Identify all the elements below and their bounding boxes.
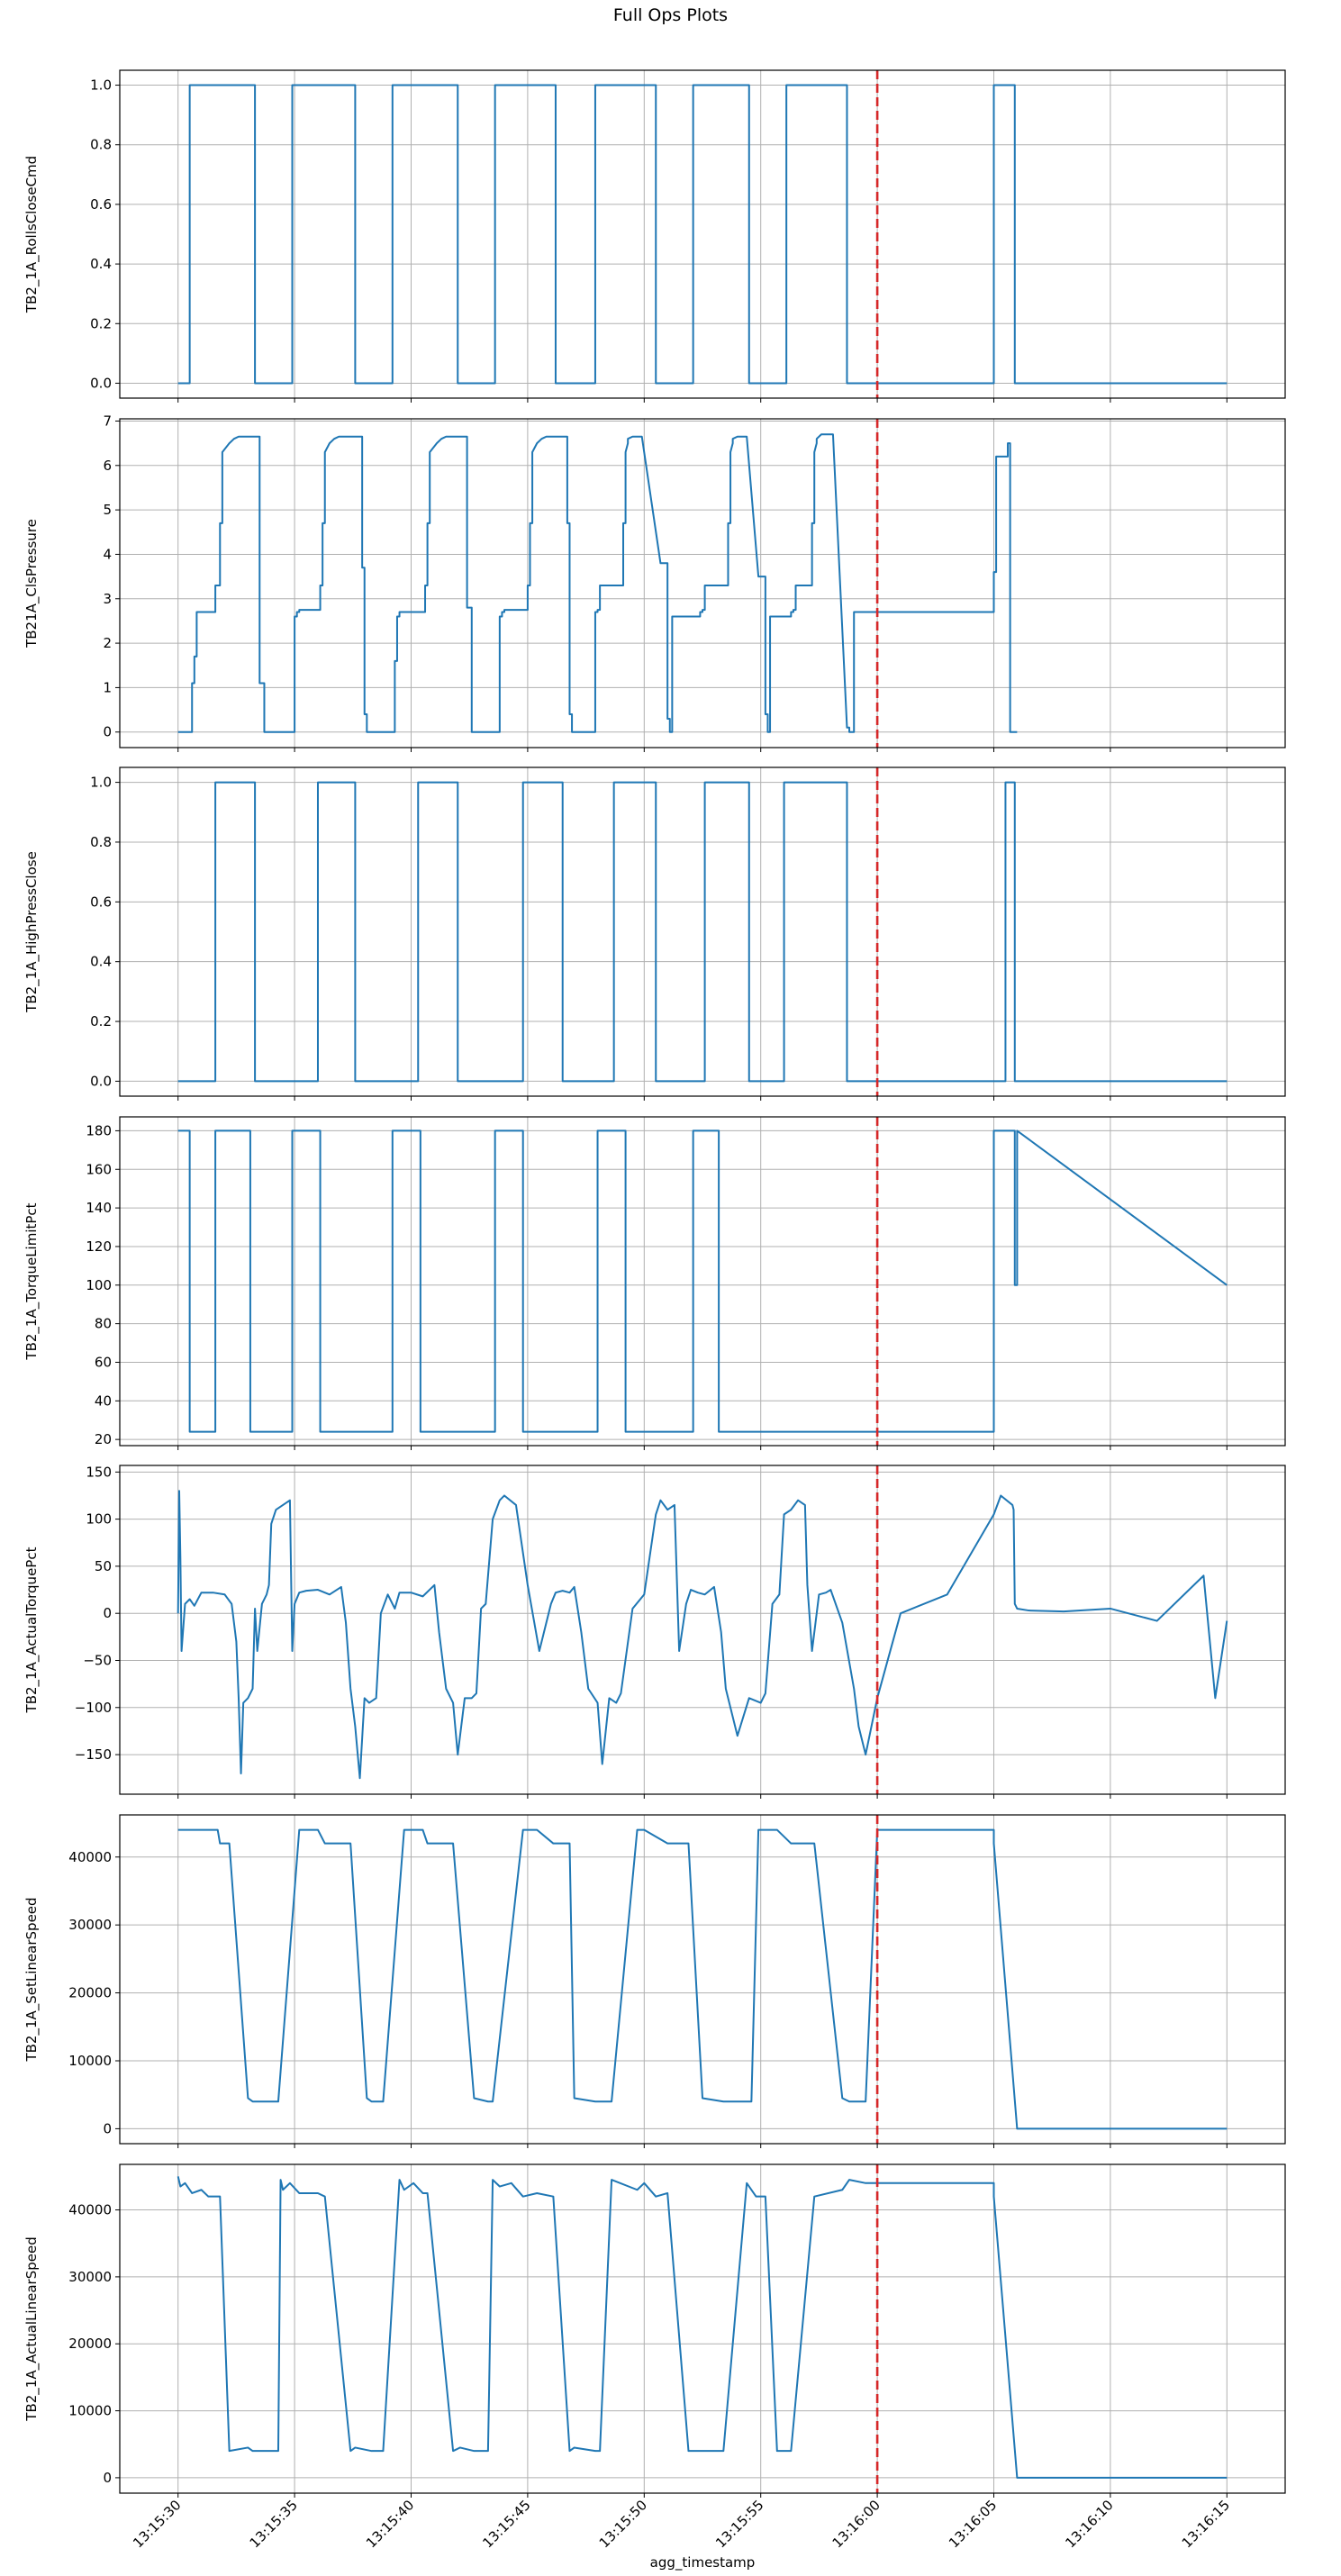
y-tick-label: 40000: [68, 1849, 112, 1865]
y-tick-label: −100: [75, 1700, 112, 1716]
y-tick-label: −50: [83, 1652, 112, 1668]
y-tick-label: 0: [103, 2120, 112, 2136]
y-tick-label: 0.2: [90, 1013, 112, 1029]
y-tick-label: 100: [86, 1277, 112, 1293]
y-tick-label: 5: [103, 502, 112, 518]
y-axis-label: TB2_1A_RollsCloseCmd: [23, 156, 41, 313]
series-line: [177, 781, 1228, 1083]
x-axis-label: agg_timestamp: [650, 2554, 756, 2571]
figure-title: Full Ops Plots: [612, 5, 729, 25]
y-tick-label: 7: [103, 413, 112, 429]
y-tick-label: 30000: [68, 2269, 112, 2285]
y-axis-label: TB2_1A_TorqueLimitPct: [23, 1202, 41, 1360]
axes-frame: [119, 418, 1286, 748]
y-tick-label: 160: [86, 1161, 112, 1177]
subplot-5: −150 −100 −50 0 50 100 150 TB2_1A_ActualTorqueP…: [23, 1464, 1286, 1799]
y-tick-label: 0: [103, 1605, 112, 1621]
axes-frame: [119, 1465, 1286, 1795]
series-line: [177, 433, 1018, 733]
y-tick-label: 1: [103, 679, 112, 695]
y-tick-label: 0.2: [90, 315, 112, 331]
y-axis-label: TB2_1A_ActualLinearSpeed: [23, 2236, 41, 2421]
axes-frame: [119, 69, 1286, 399]
x-tick-label: 13:15:45: [479, 2497, 533, 2551]
y-tick-label: 0.6: [90, 196, 112, 213]
y-tick-label: 0.4: [90, 256, 112, 272]
y-tick-label: 180: [86, 1122, 112, 1138]
series-line: [177, 1129, 1228, 1433]
y-tick-label: 80: [95, 1316, 112, 1332]
y-tick-label: 1.0: [90, 77, 112, 94]
subplot-3: 0.0 0.2 0.4 0.6 0.8 1.0 TB2_1A_HighPressClose: [23, 766, 1286, 1101]
subplot-7: 0 10000 20000 30000 40000 TB2_1A_ActualLinear…: [23, 2163, 1286, 2498]
y-tick-label: 0.6: [90, 893, 112, 910]
subplot-2: 0 1 2 3 4 5 6 7 TB21A_ClsPressure: [23, 413, 1286, 752]
x-tick-label: 13:15:30: [130, 2497, 184, 2551]
subplot-1: 0.0 0.2 0.4 0.6 0.8 1.0 TB2_1A_RollsCloseCmd: [23, 69, 1286, 403]
y-tick-label: 40: [95, 1392, 112, 1409]
y-axis-label: TB2_1A_ActualTorquePct: [23, 1547, 41, 1713]
y-tick-label: 0.0: [90, 1073, 112, 1089]
y-tick-label: 50: [95, 1558, 112, 1574]
y-tick-label: 120: [86, 1238, 112, 1255]
y-tick-label: 2: [103, 635, 112, 651]
subplot-6: 0 10000 20000 30000 40000 TB2_1A_SetLinearSpe…: [23, 1814, 1286, 2148]
x-tick-label: 13:16:00: [829, 2497, 883, 2551]
y-tick-label: 40000: [68, 2202, 112, 2218]
y-tick-label: 1.0: [90, 775, 112, 791]
y-tick-label: 4: [103, 546, 112, 562]
y-tick-label: 0: [103, 724, 112, 740]
y-tick-label: 100: [86, 1511, 112, 1528]
x-tick-label: 13:15:55: [712, 2497, 766, 2551]
y-tick-label: 60: [95, 1354, 112, 1370]
y-tick-label: 10000: [68, 2053, 112, 2069]
subplot-4: 20 40 60 80 100 120 140 160 180 TB2_1A_TorqueLimi…: [23, 1116, 1286, 1450]
axes-frame: [119, 766, 1286, 1097]
y-tick-label: 0.0: [90, 375, 112, 391]
y-tick-label: 10000: [68, 2403, 112, 2419]
axes-frame: [119, 2163, 1286, 2494]
y-tick-label: 20000: [68, 2336, 112, 2352]
y-tick-label: 20000: [68, 1985, 112, 2001]
y-tick-label: 140: [86, 1200, 112, 1216]
x-tick-label: 13:16:05: [946, 2497, 1000, 2551]
x-tick-label: 13:15:40: [363, 2497, 417, 2551]
axes-frame: [119, 1116, 1286, 1447]
y-tick-label: 150: [86, 1464, 112, 1480]
y-tick-label: −150: [75, 1746, 112, 1763]
series-line: [177, 2176, 1228, 2479]
y-tick-label: 0.8: [90, 137, 112, 153]
y-tick-label: 20: [95, 1431, 112, 1447]
series-line: [177, 1490, 1228, 1780]
series-line: [177, 1828, 1228, 2130]
x-tick-label: 13:16:10: [1062, 2497, 1116, 2551]
y-tick-label: 0: [103, 2470, 112, 2486]
axes-frame: [119, 1814, 1286, 2145]
x-tick-label: 13:16:15: [1179, 2497, 1233, 2551]
y-axis-label: TB2_1A_HighPressClose: [23, 851, 41, 1013]
y-tick-label: 6: [103, 458, 112, 474]
y-tick-label: 3: [103, 591, 112, 607]
y-tick-label: 0.8: [90, 834, 112, 850]
y-axis-label: TB2_1A_SetLinearSpeed: [23, 1897, 41, 2062]
series-line: [177, 84, 1228, 385]
y-axis-label: TB21A_ClsPressure: [23, 519, 41, 649]
y-tick-label: 0.4: [90, 954, 112, 970]
x-tick-label: 13:15:50: [596, 2497, 650, 2551]
x-tick-label: 13:15:35: [247, 2497, 301, 2551]
y-tick-label: 30000: [68, 1917, 112, 1933]
